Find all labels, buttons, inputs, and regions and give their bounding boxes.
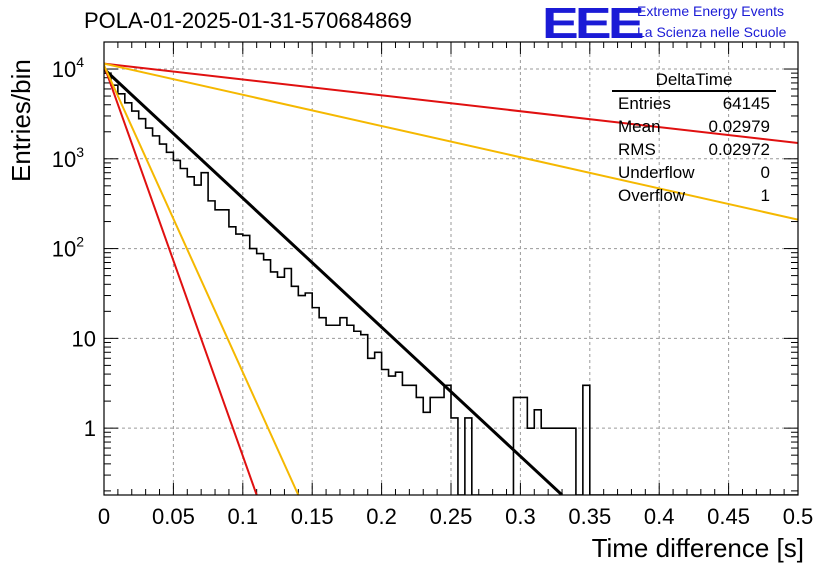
stats-label: Entries (618, 94, 671, 113)
stats-row-underflow: Underflow 0 (612, 161, 776, 184)
logo-line-2: La Scienza nelle Scuole (637, 24, 787, 40)
y-axis-label: Entries/bin (6, 59, 36, 182)
fit-line-2 (104, 62, 798, 221)
y-tick-label: 10 (72, 326, 96, 351)
eee-logo: EEE (542, 0, 645, 48)
stats-row-mean: Mean 0.02979 (612, 115, 776, 138)
logo-line-1: Extreme Energy Events (637, 3, 785, 19)
stats-value: 1 (760, 186, 770, 205)
x-tick-label: 0.45 (707, 504, 750, 529)
x-tick-label: 0.2 (366, 504, 397, 529)
y-tick-label: 104 (52, 54, 84, 82)
x-tick-label: 0.1 (228, 504, 259, 529)
fit-line-3 (104, 64, 258, 495)
x-tick-label: 0.15 (291, 504, 334, 529)
stats-title: DeltaTime (612, 70, 776, 92)
x-tick-label: 0.4 (644, 504, 675, 529)
x-tick-label: 0.05 (152, 504, 195, 529)
stats-value: 64145 (722, 94, 770, 113)
x-tick-label: 0 (98, 504, 110, 529)
stats-value: 0 (760, 163, 770, 182)
stats-label: Overflow (618, 186, 686, 205)
x-axis-label: Time difference [s] (591, 533, 804, 563)
y-tick-label: 103 (52, 144, 84, 172)
stats-row-entries: Entries 64145 (612, 92, 776, 115)
stats-row-rms: RMS 0.02972 (612, 138, 776, 161)
histogram-series (104, 72, 798, 495)
y-tick-label: 1 (84, 416, 96, 441)
x-tick-label: 0.35 (568, 504, 611, 529)
plot-frame (103, 41, 799, 496)
stats-box: DeltaTime Entries 64145 Mean 0.02979 RMS 0.… (612, 70, 776, 207)
fit-line-1 (104, 62, 798, 144)
stats-value: 0.02972 (708, 140, 770, 159)
fit-line-0 (104, 67, 564, 495)
x-tick-label: 0.3 (505, 504, 536, 529)
stats-label: Underflow (618, 163, 695, 182)
x-tick-label: 0.25 (430, 504, 473, 529)
fit-line-4 (104, 64, 300, 495)
stats-label: RMS (618, 140, 656, 159)
x-tick-label: 0.5 (783, 504, 814, 529)
chart-title: POLA-01-2025-01-31-570684869 (84, 8, 412, 33)
stats-value: 0.02979 (708, 117, 770, 136)
stats-row-overflow: Overflow 1 (612, 184, 776, 207)
y-tick-label: 102 (52, 234, 84, 262)
stats-label: Mean (618, 117, 661, 136)
